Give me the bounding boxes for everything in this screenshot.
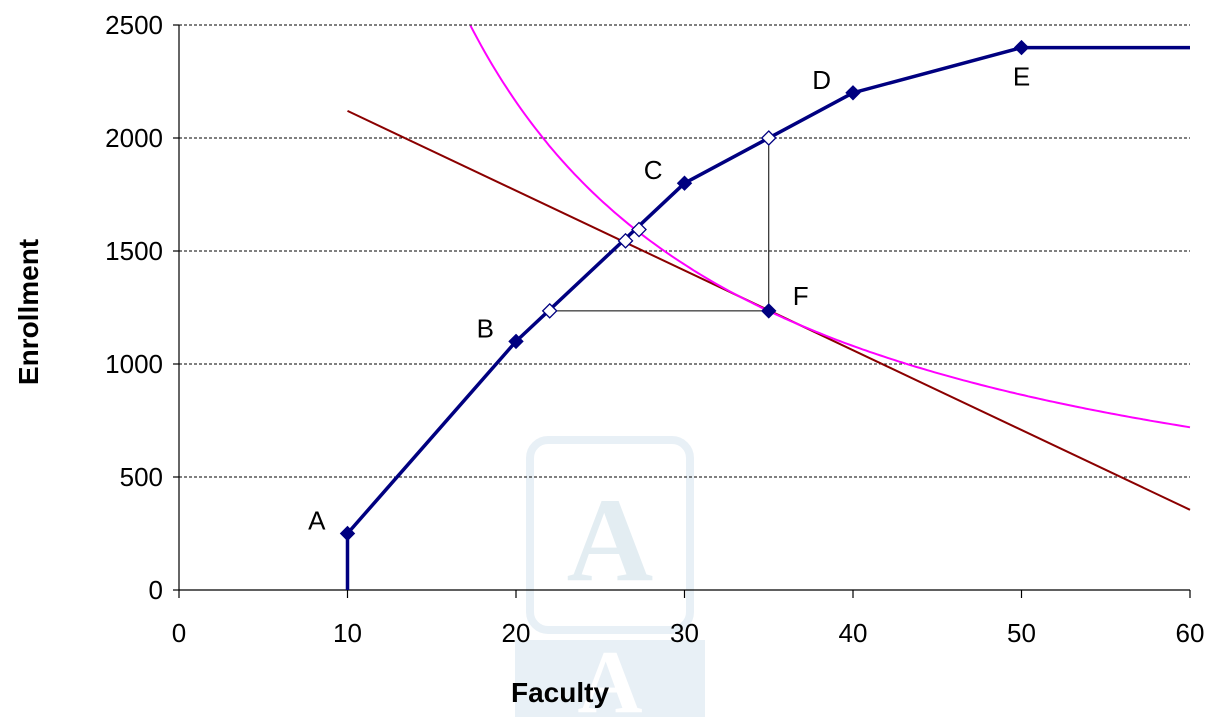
y-axis-title: Enrollment xyxy=(13,239,44,385)
y-tick-label-500: 500 xyxy=(120,462,163,492)
construction-lines xyxy=(549,138,770,312)
x-tick-label-60: 60 xyxy=(1176,618,1205,648)
point-labels: A B C D E F xyxy=(308,62,1030,536)
point-label-C: C xyxy=(644,155,663,185)
x-tick-label-30: 30 xyxy=(670,618,699,648)
series-curve xyxy=(469,25,1191,429)
x-tick-label-20: 20 xyxy=(502,618,531,648)
tick-labels: 0 500 1000 1500 2000 2500 0 10 20 30 40 50 60 xyxy=(105,10,1204,648)
watermark-logo: A A xyxy=(515,436,705,717)
svg-text:A: A xyxy=(567,473,654,606)
svg-text:A: A xyxy=(578,633,643,717)
x-axis-title: Faculty xyxy=(511,677,609,708)
marker-E xyxy=(1013,39,1030,56)
gridlines xyxy=(179,24,1190,478)
open-marker-2 xyxy=(617,232,634,249)
point-label-A: A xyxy=(308,506,326,536)
y-tick-label-1000: 1000 xyxy=(105,349,163,379)
open-marker-1 xyxy=(760,130,777,146)
x-tick-label-50: 50 xyxy=(1007,618,1036,648)
point-label-E: E xyxy=(1013,62,1030,92)
open-marker-3 xyxy=(631,221,647,238)
x-tick-label-40: 40 xyxy=(839,618,868,648)
marker-C xyxy=(676,175,693,191)
axes xyxy=(173,24,1191,598)
marker-D xyxy=(845,85,861,101)
point-label-B: B xyxy=(477,313,494,343)
x-tick-label-10: 10 xyxy=(333,618,362,648)
open-marker-0 xyxy=(541,302,558,319)
point-label-F: F xyxy=(793,281,809,311)
y-tick-label-2000: 2000 xyxy=(105,123,163,153)
series-production xyxy=(345,45,1190,590)
marker-A xyxy=(339,525,356,542)
point-label-D: D xyxy=(812,65,831,95)
marker-F xyxy=(761,303,777,319)
markers xyxy=(339,39,1030,542)
y-tick-label-2500: 2500 xyxy=(105,10,163,40)
x-tick-label-0: 0 xyxy=(172,618,186,648)
marker-B xyxy=(508,333,524,350)
y-tick-label-1500: 1500 xyxy=(105,236,163,266)
y-tick-label-0: 0 xyxy=(149,575,163,605)
